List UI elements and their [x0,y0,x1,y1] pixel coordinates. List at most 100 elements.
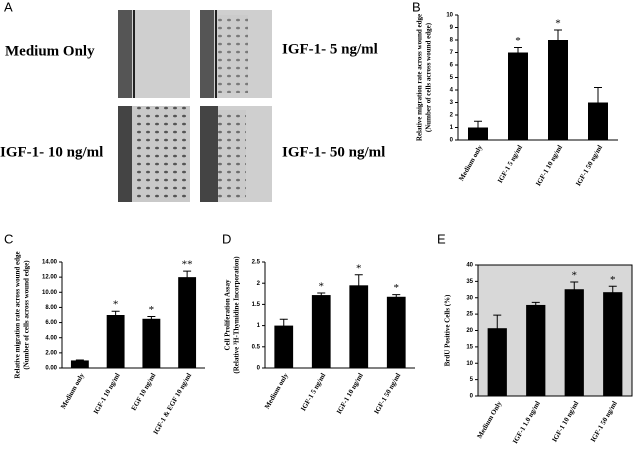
y-tick-label: 2.00 [45,350,57,356]
y-tick-label: 6.00 [45,320,57,326]
error-bar [317,292,326,298]
image-label: IGF-1- 5 ng/ml [282,41,378,57]
bar [526,304,546,396]
significance-mark: * [113,299,119,311]
x-tick-label: IGF-1 10 ng/ml [335,372,365,416]
panel-letter: C [4,231,13,246]
y-tick-label: 14.00 [42,260,58,266]
significance-mark: * [572,270,578,282]
error-bar [608,285,617,299]
bar [106,315,125,368]
y-tick-label: 30 [466,295,473,301]
x-tick-label: IGF-1 1.0 ng/ml [511,400,542,445]
panel-letter: B [412,0,421,14]
y-tick-label: 8.00 [45,305,57,311]
x-tick-label: IGF-1 10 ng/ml [92,372,122,416]
significance-mark: * [394,282,400,294]
x-tick-label: IGF-1 50 ng/ml [589,400,619,444]
y-tick-label: 10 [466,361,473,367]
y-axis-label: (Number of cells across wound edge) [425,22,433,132]
y-axis-label: (Number of cells across wound edge) [23,260,31,370]
panel-letter: E [437,231,446,246]
y-tick-label: 9 [450,25,454,31]
bar [487,328,507,396]
error-bar [183,270,192,284]
x-tick-label: IGF-1 10 ng/ml [534,144,564,188]
significance-mark: * [149,304,155,316]
y-tick-label: 0.00 [45,366,57,372]
bar [142,318,161,368]
y-tick-label: 0 [450,138,454,144]
bar [311,295,331,368]
y-axis-label: Relative migration rate across wound edg… [14,251,22,378]
y-tick-label: 0.5 [252,344,261,350]
y-tick-label: 1 [257,323,261,329]
y-tick-label: 0 [470,394,474,400]
y-tick-label: 2.5 [252,260,261,266]
y-tick-label: 35 [466,279,473,285]
significance-mark: ** [182,259,193,271]
y-tick-label: 0 [257,366,261,372]
error-bar [493,314,502,342]
y-axis-label: Relative migration rate across wound edg… [416,14,424,141]
y-tick-label: 20 [466,328,473,334]
bar [508,52,528,140]
image-label: IGF-1- 50 ng/ml [282,144,385,160]
y-tick-label: 1.5 [252,302,261,308]
y-tick-label: 5 [450,75,454,81]
x-tick-label: IGF-1 50 ng/ml [373,372,403,416]
error-bar [392,294,401,299]
error-bar [514,47,522,58]
y-tick-label: 2 [257,281,261,287]
x-tick-label: IGF-1 5 ng/ml [299,372,327,413]
bar [588,102,608,140]
bar [564,289,584,396]
y-tick-label: 3 [450,100,454,106]
y-tick-label: 12.00 [42,275,58,281]
y-tick-label: 4.00 [45,335,57,341]
y-tick-label: 4 [450,88,454,94]
y-tick-label: 10 [446,13,453,19]
error-bar [75,359,84,361]
error-bar [474,120,482,134]
bar [386,296,406,368]
x-tick-label: EGF 10 ng/ml [130,372,158,412]
y-axis-label: Cell Proliferation Assay [224,279,232,351]
bar [70,360,89,368]
x-tick-label: Medium Only [476,399,504,440]
image-label: Medium Only [5,43,95,59]
bar [274,325,294,368]
x-tick-label: Medium only [59,371,86,410]
y-tick-label: 7 [450,50,454,56]
y-tick-label: 25 [466,312,473,318]
bar [349,285,369,368]
x-tick-label: IGF-1 & EGF 10 ng/ml [152,372,194,436]
x-tick-label: IGF-1 50 ng/ml [574,144,604,188]
bar [548,40,568,140]
significance-mark: * [555,18,561,30]
y-tick-label: 5 [470,377,474,383]
x-tick-label: IGF-1 5 ng/ml [496,144,524,185]
y-axis-label: BrdU Positive Cells (%) [444,294,452,366]
error-bar [554,29,562,50]
y-tick-label: 10.00 [42,290,58,296]
bar [603,292,623,396]
significance-mark: * [610,274,616,286]
error-bar [354,274,363,296]
y-tick-label: 6 [450,63,454,69]
x-tick-label: Medium only [263,371,290,410]
y-tick-label: 8 [450,38,454,44]
y-tick-label: 40 [466,263,473,269]
significance-mark: * [515,35,521,47]
error-bar [570,281,579,297]
micrographs [118,10,272,202]
error-bar [111,310,120,319]
x-tick-label: IGF-1 10 ng/ml [551,400,581,444]
y-tick-label: 2 [450,113,454,119]
significance-mark: * [319,280,325,292]
error-bar [531,301,540,308]
error-bar [594,87,602,118]
panel-letter: D [222,231,231,246]
y-tick-label: 1 [450,125,454,131]
